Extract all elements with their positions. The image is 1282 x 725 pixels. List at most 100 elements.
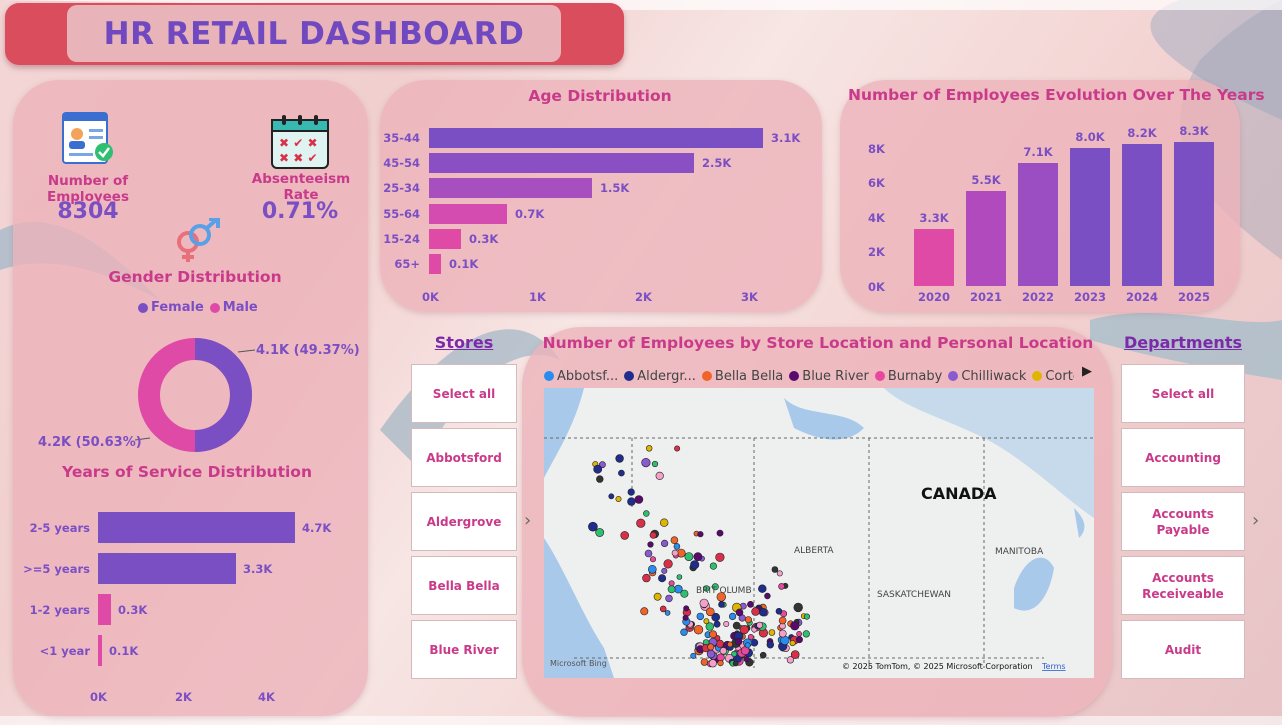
department-option[interactable]: Accounts Receiveable	[1121, 556, 1245, 615]
map-location-dot[interactable]	[706, 607, 715, 617]
map-location-dot[interactable]	[709, 630, 717, 639]
map-location-dot[interactable]	[680, 628, 688, 636]
map-location-dot[interactable]	[615, 454, 624, 463]
map-location-dot[interactable]	[707, 643, 715, 651]
map-location-dot[interactable]	[711, 583, 719, 591]
map-location-dot[interactable]	[759, 651, 767, 659]
map-location-dot[interactable]	[764, 592, 771, 600]
map-location-dot[interactable]	[775, 608, 783, 615]
map-location-dot[interactable]	[693, 552, 703, 562]
map-location-dot[interactable]	[705, 622, 715, 631]
map-location-dot[interactable]	[703, 618, 710, 625]
department-option[interactable]: Select all	[1121, 364, 1245, 423]
map-location-dot[interactable]	[659, 605, 667, 613]
map-location-dot[interactable]	[668, 580, 675, 587]
service-bar[interactable]	[98, 553, 236, 584]
map-view[interactable]: CANADA ALBERTA MANITOBA SASKATCHEWAN BRI…	[544, 388, 1094, 678]
store-option[interactable]: Blue River	[411, 620, 517, 679]
map-location-dot[interactable]	[768, 629, 776, 636]
map-location-dot[interactable]	[627, 497, 636, 506]
map-location-dot[interactable]	[593, 464, 603, 474]
map-location-dot[interactable]	[634, 495, 644, 504]
map-location-dot[interactable]	[778, 616, 787, 625]
map-location-dot[interactable]	[588, 521, 598, 532]
map-legend-item[interactable]: Bella Bella	[701, 369, 783, 384]
service-bar[interactable]	[98, 594, 111, 625]
map-legend-item[interactable]: Burnaby	[874, 369, 942, 384]
map-location-dot[interactable]	[696, 612, 705, 621]
map-location-dot[interactable]	[608, 493, 615, 500]
age-bar[interactable]	[429, 254, 441, 274]
map-location-dot[interactable]	[706, 649, 716, 659]
service-bar[interactable]	[98, 635, 102, 666]
map-location-dot[interactable]	[786, 656, 794, 664]
map-location-dot[interactable]	[795, 636, 803, 644]
map-location-dot[interactable]	[663, 559, 673, 569]
map-location-dot[interactable]	[644, 549, 653, 558]
map-location-dot[interactable]	[716, 639, 725, 648]
map-location-dot[interactable]	[682, 614, 689, 621]
map-location-dot[interactable]	[747, 634, 754, 641]
map-location-dot[interactable]	[732, 660, 739, 667]
map-location-dot[interactable]	[729, 612, 737, 620]
map-location-dot[interactable]	[793, 602, 803, 613]
map-location-dot[interactable]	[676, 574, 683, 580]
map-location-dot[interactable]	[648, 565, 657, 574]
map-location-dot[interactable]	[723, 621, 730, 628]
map-location-dot[interactable]	[717, 660, 724, 667]
evolution-column[interactable]	[966, 190, 1006, 286]
map-location-dot[interactable]	[703, 585, 710, 592]
map-location-dot[interactable]	[642, 573, 651, 583]
map-location-dot[interactable]	[796, 630, 802, 637]
map-legend-item[interactable]: Abbotsf...	[544, 369, 618, 384]
department-option[interactable]: Accounting	[1121, 428, 1245, 487]
map-legend-item[interactable]: Chilliwack	[948, 369, 1026, 384]
map-location-dot[interactable]	[636, 518, 646, 528]
age-bar[interactable]	[429, 178, 592, 199]
map-location-dot[interactable]	[658, 574, 667, 583]
map-location-dot[interactable]	[739, 625, 749, 635]
map-location-dot[interactable]	[615, 496, 622, 503]
map-location-dot[interactable]	[680, 589, 689, 598]
map-location-dot[interactable]	[647, 541, 654, 548]
map-location-dot[interactable]	[790, 621, 800, 631]
map-location-dot[interactable]	[802, 630, 810, 638]
evolution-column[interactable]	[1122, 144, 1162, 286]
map-location-dot[interactable]	[758, 584, 767, 593]
map-location-dot[interactable]	[747, 600, 754, 608]
map-location-dot[interactable]	[776, 570, 783, 577]
map-location-dot[interactable]	[660, 539, 669, 547]
map-location-dot[interactable]	[751, 607, 760, 616]
map-location-dot[interactable]	[709, 562, 717, 570]
map-location-dot[interactable]	[803, 613, 811, 620]
map-location-dot[interactable]	[708, 659, 717, 668]
map-location-dot[interactable]	[771, 566, 779, 573]
map-location-dot[interactable]	[643, 510, 650, 517]
gender-slice-female[interactable]	[194, 338, 252, 452]
map-location-dot[interactable]	[715, 552, 725, 562]
map-location-dot[interactable]	[732, 621, 741, 630]
service-bar[interactable]	[98, 512, 295, 543]
map-location-dot[interactable]	[645, 445, 653, 452]
map-location-dot[interactable]	[731, 650, 738, 657]
map-location-dot[interactable]	[700, 658, 709, 666]
map-location-dot[interactable]	[766, 641, 775, 649]
age-bar[interactable]	[429, 128, 763, 148]
map-location-dot[interactable]	[744, 616, 752, 624]
map-location-dot[interactable]	[596, 475, 604, 483]
map-location-dot[interactable]	[665, 594, 673, 603]
store-option[interactable]: Aldergrove	[411, 492, 517, 551]
map-location-dot[interactable]	[743, 656, 750, 663]
map-location-dot[interactable]	[778, 583, 785, 590]
map-location-dot[interactable]	[778, 629, 787, 638]
map-location-dot[interactable]	[640, 607, 649, 616]
map-legend-item[interactable]: Blue River	[789, 369, 869, 384]
map-location-dot[interactable]	[719, 647, 728, 655]
map-location-dot[interactable]	[690, 560, 700, 570]
map-location-dot[interactable]	[684, 552, 694, 561]
department-option[interactable]: Accounts Payable	[1121, 492, 1245, 551]
map-location-dot[interactable]	[744, 642, 751, 649]
map-location-dot[interactable]	[734, 637, 743, 646]
map-location-dot[interactable]	[727, 641, 733, 648]
map-location-dot[interactable]	[697, 531, 704, 538]
